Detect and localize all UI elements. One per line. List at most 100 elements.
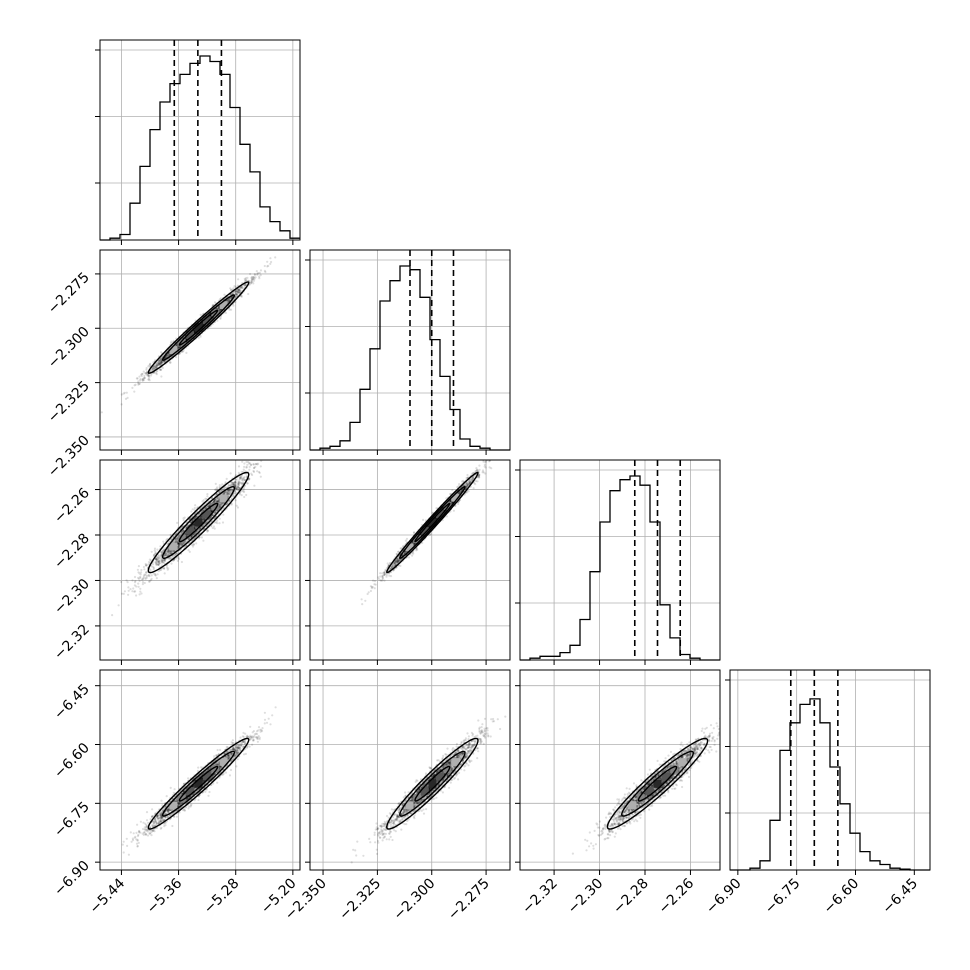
- data-point: [149, 569, 152, 572]
- data-point: [175, 343, 178, 346]
- data-point: [131, 590, 134, 593]
- data-point: [159, 559, 163, 562]
- data-point: [236, 290, 239, 293]
- data-point: [167, 354, 171, 357]
- data-point: [249, 272, 252, 276]
- data-point: [161, 561, 164, 564]
- data-point: [138, 375, 141, 378]
- data-point: [206, 519, 209, 523]
- data-point: [158, 556, 161, 559]
- data-point: [156, 364, 159, 367]
- data-point: [175, 344, 178, 347]
- data-point: [147, 374, 150, 377]
- data-point: [246, 463, 249, 466]
- data-point: [250, 281, 253, 284]
- data-point: [160, 361, 163, 364]
- data-point: [239, 286, 242, 289]
- contour-line: [147, 281, 250, 374]
- data-point: [253, 273, 256, 276]
- data-point: [235, 487, 238, 490]
- data-point: [234, 293, 237, 296]
- data-point: [227, 299, 230, 302]
- data-point: [167, 352, 170, 355]
- data-point: [158, 358, 161, 362]
- data-point: [162, 360, 165, 363]
- data-point: [160, 361, 163, 364]
- data-point: [194, 526, 197, 529]
- data-point: [148, 575, 151, 578]
- data-point: [202, 539, 205, 542]
- data-point: [256, 273, 259, 276]
- data-point: [167, 354, 170, 357]
- data-point: [234, 296, 237, 299]
- data-point: [166, 550, 169, 553]
- data-point: [182, 349, 185, 352]
- data-point: [236, 292, 240, 295]
- data-point: [253, 279, 256, 282]
- data-point: [223, 293, 226, 296]
- data-point: [236, 486, 239, 489]
- data-point: [202, 524, 205, 528]
- data-point: [164, 356, 167, 359]
- data-point: [120, 592, 124, 595]
- data-point: [181, 542, 184, 545]
- data-point: [146, 374, 149, 377]
- data-point: [238, 288, 241, 291]
- data-point: [223, 491, 226, 494]
- data-point: [166, 355, 169, 358]
- data-point: [238, 475, 241, 478]
- data-point: [138, 382, 141, 385]
- data-point: [160, 361, 163, 364]
- data-point: [235, 487, 238, 490]
- data-point: [243, 465, 246, 468]
- data-point: [175, 557, 178, 560]
- data-point: [159, 562, 162, 565]
- data-point: [163, 554, 167, 557]
- data-point: [154, 572, 157, 575]
- data-point: [237, 487, 240, 490]
- data-point: [194, 504, 197, 507]
- density-cell: [177, 338, 186, 347]
- data-point: [239, 476, 242, 479]
- data-point: [242, 486, 245, 489]
- data-point: [236, 489, 239, 492]
- data-point: [240, 294, 243, 297]
- data-point: [237, 289, 240, 292]
- data-point: [159, 362, 162, 365]
- data-point: [142, 565, 145, 569]
- data-point: [179, 532, 182, 535]
- data-point: [185, 544, 188, 547]
- data-point: [237, 485, 240, 489]
- histogram-step-line: [100, 55, 300, 241]
- data-point: [166, 549, 169, 553]
- data-point: [159, 362, 162, 365]
- data-point: [162, 540, 165, 543]
- data-point: [200, 516, 203, 519]
- data-point: [237, 465, 241, 468]
- data-point: [194, 531, 197, 535]
- data-point: [159, 554, 162, 557]
- data-point: [144, 577, 147, 581]
- data-point: [244, 277, 247, 280]
- data-point: [191, 545, 195, 548]
- data-point: [250, 463, 253, 467]
- data-point: [205, 520, 208, 524]
- data-point: [250, 277, 253, 280]
- data-point: [234, 291, 237, 294]
- data-point: [204, 497, 207, 500]
- data-point: [227, 489, 230, 492]
- data-point: [240, 285, 243, 288]
- data-point: [139, 587, 142, 590]
- data-point: [215, 500, 219, 503]
- data-point: [229, 490, 232, 493]
- data-point: [117, 604, 120, 607]
- data-point: [228, 491, 231, 494]
- data-point: [212, 525, 215, 528]
- data-point: [191, 535, 194, 538]
- data-point: [238, 289, 241, 292]
- data-point: [197, 336, 200, 339]
- data-point: [169, 361, 172, 364]
- data-point: [250, 281, 253, 284]
- data-point: [217, 497, 220, 500]
- data-point: [149, 362, 152, 365]
